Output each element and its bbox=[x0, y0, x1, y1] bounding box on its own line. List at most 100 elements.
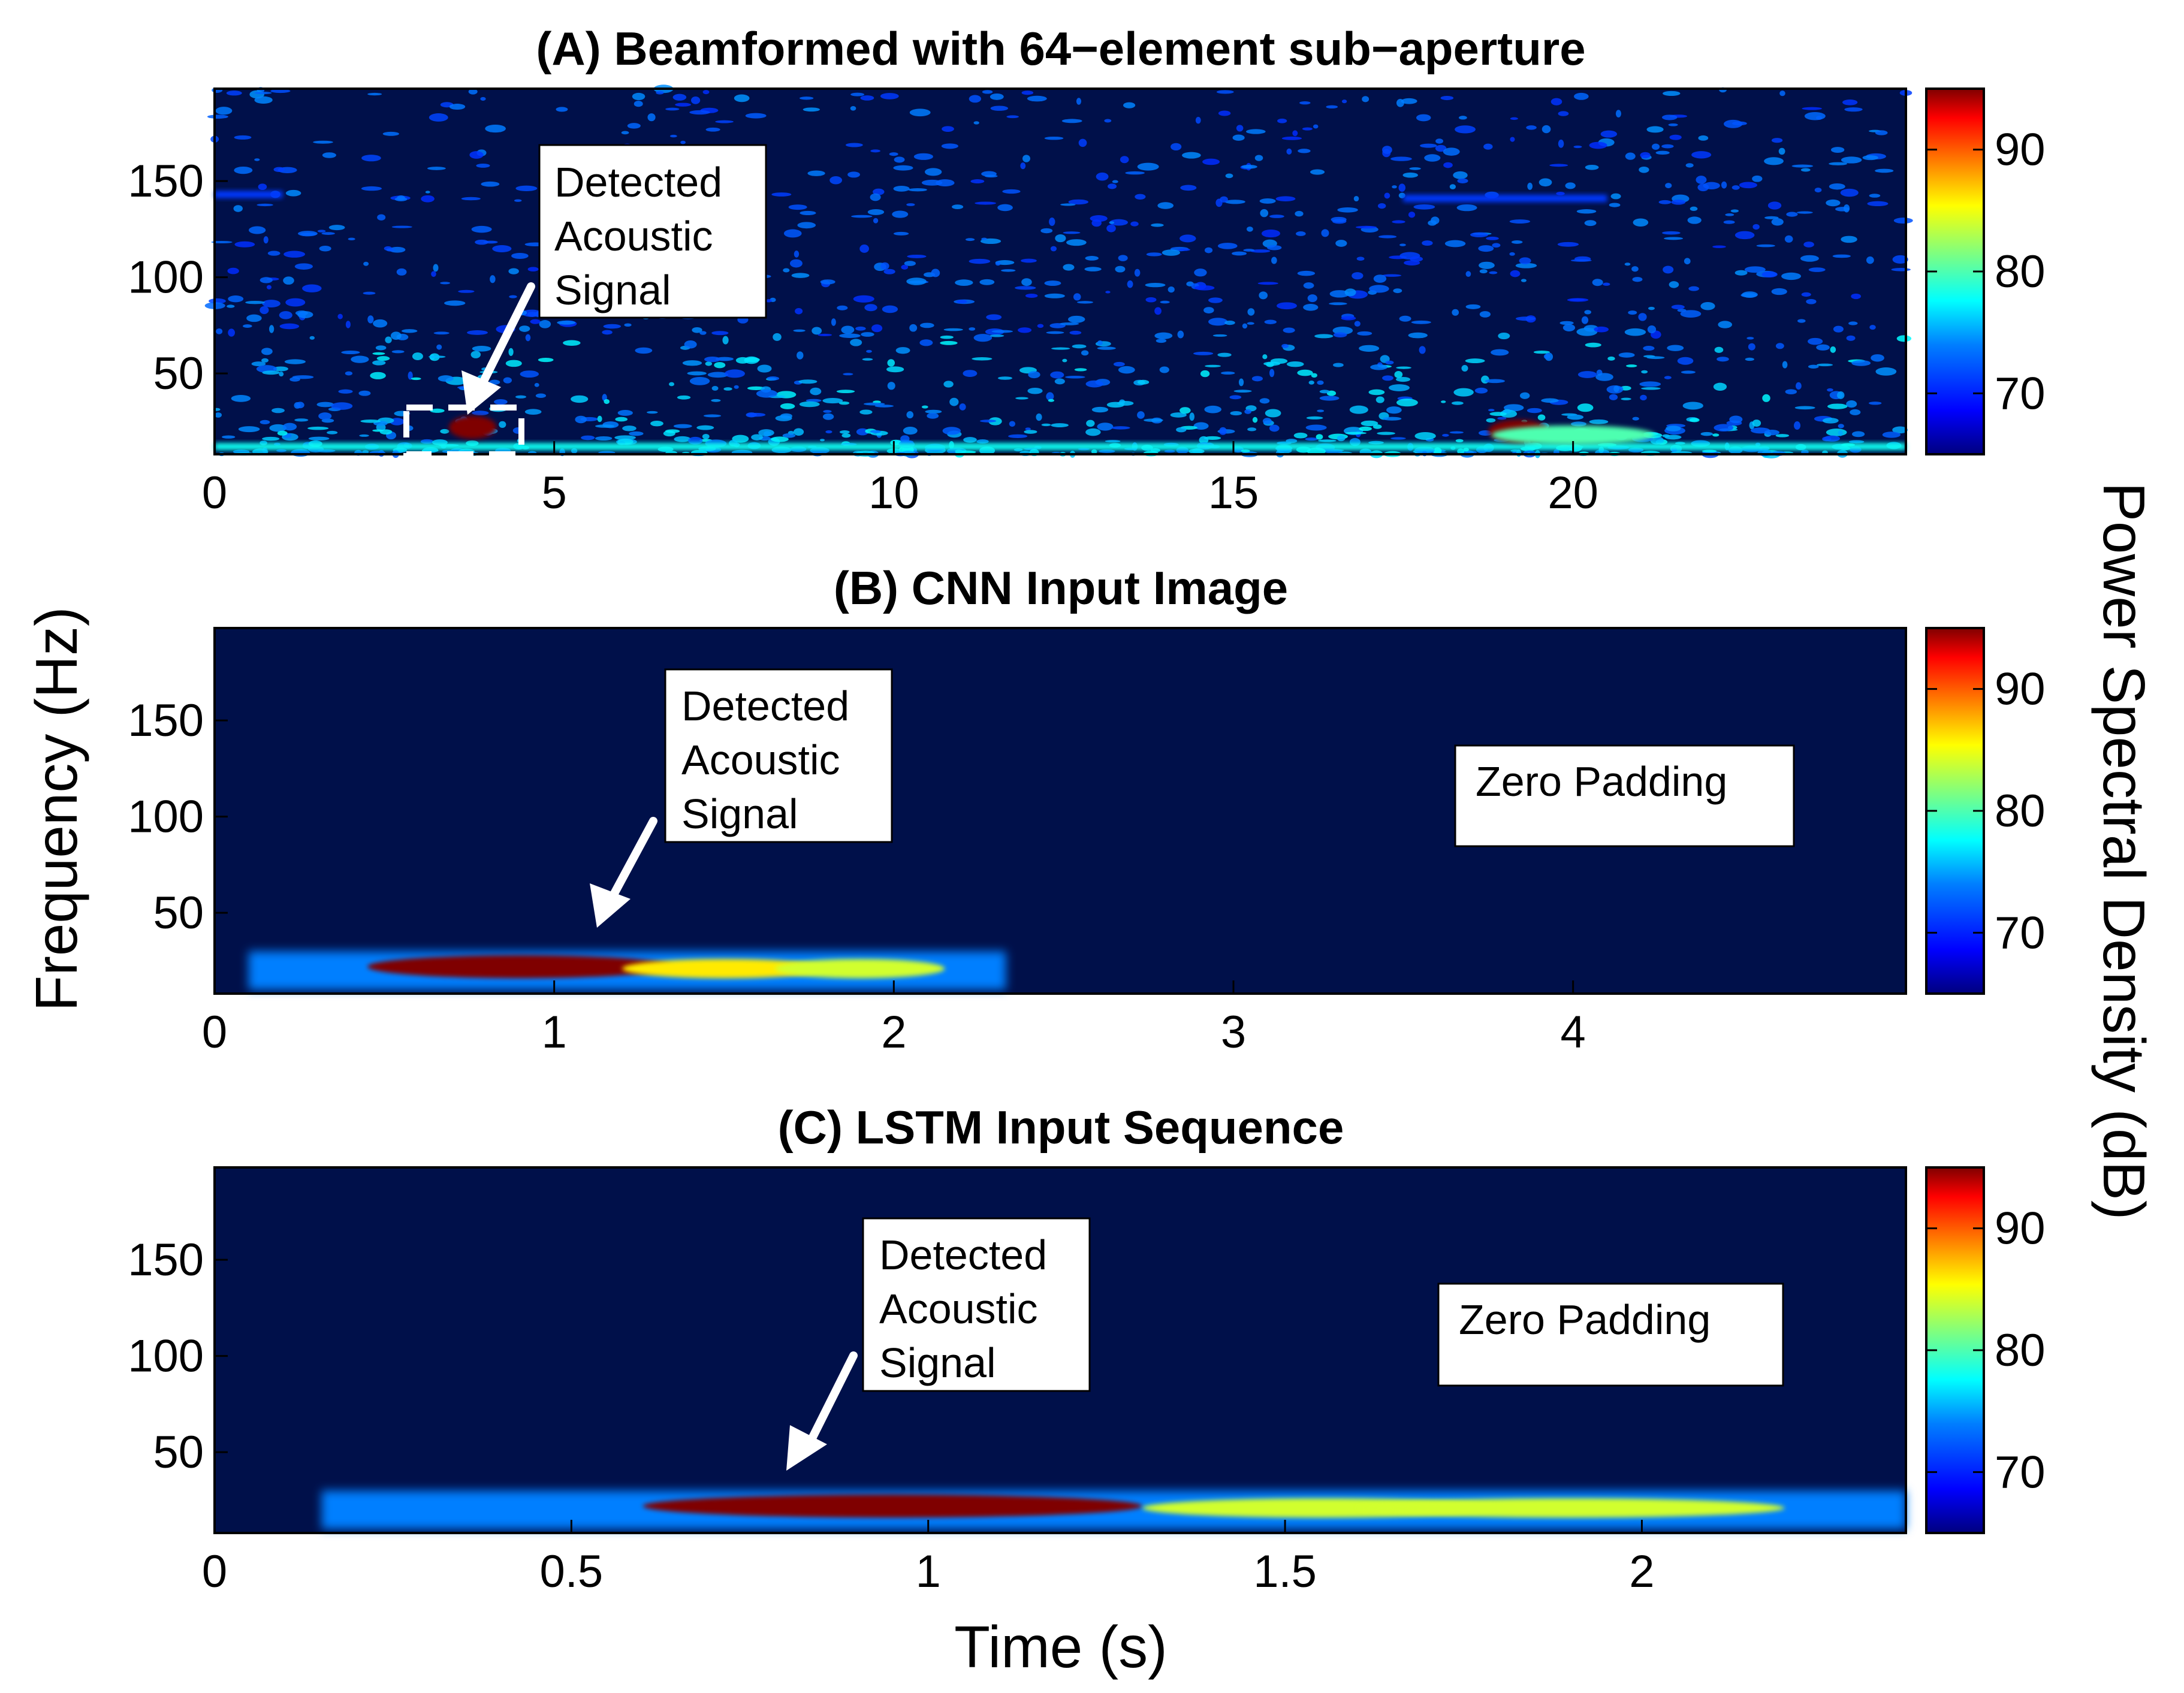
noise-speck bbox=[1465, 358, 1485, 364]
noise-speck bbox=[1218, 110, 1231, 116]
noise-speck bbox=[1076, 98, 1082, 105]
noise-speck bbox=[903, 427, 918, 435]
noise-speck bbox=[1550, 98, 1562, 105]
noise-speck bbox=[1841, 236, 1857, 243]
noise-speck bbox=[1383, 417, 1402, 421]
noise-speck bbox=[1664, 237, 1684, 240]
panel-c-y-ticks: 50 100 150 bbox=[128, 1235, 228, 1478]
noise-speck bbox=[1474, 387, 1488, 394]
noise-speck bbox=[1219, 427, 1227, 433]
annotation-line-2: Acoustic bbox=[681, 737, 840, 783]
noise-speck bbox=[254, 158, 260, 161]
noise-speck bbox=[1565, 182, 1576, 189]
noise-speck bbox=[297, 311, 313, 318]
noise-speck bbox=[799, 401, 820, 408]
noise-speck bbox=[907, 254, 927, 258]
noise-speck bbox=[1592, 279, 1603, 286]
noise-speck bbox=[1224, 320, 1235, 325]
noise-speck bbox=[1344, 288, 1356, 297]
noise-speck bbox=[1661, 114, 1678, 120]
noise-speck bbox=[1050, 246, 1057, 252]
noise-speck bbox=[1189, 412, 1195, 421]
noise-speck bbox=[475, 239, 488, 245]
noise-speck bbox=[1066, 239, 1087, 246]
noise-speck bbox=[1665, 183, 1672, 189]
noise-speck bbox=[1021, 258, 1037, 263]
noise-speck bbox=[1408, 212, 1416, 218]
noise-speck bbox=[837, 305, 848, 310]
noise-speck bbox=[889, 152, 898, 156]
noise-speck bbox=[1511, 240, 1523, 244]
noise-speck bbox=[1352, 272, 1364, 280]
noise-speck bbox=[1156, 339, 1167, 343]
noise-speck bbox=[433, 264, 439, 272]
noise-speck bbox=[1271, 256, 1277, 264]
noise-speck bbox=[1875, 130, 1888, 135]
noise-speck bbox=[509, 295, 517, 298]
noise-speck bbox=[795, 307, 803, 315]
noise-speck bbox=[1804, 111, 1826, 120]
noise-speck bbox=[973, 334, 993, 342]
panel-c-frame bbox=[213, 1166, 1907, 1534]
noise-speck bbox=[408, 371, 413, 380]
noise-speck bbox=[1840, 188, 1859, 197]
noise-speck bbox=[1373, 274, 1387, 283]
noise-speck bbox=[1401, 98, 1417, 104]
noise-speck bbox=[372, 352, 385, 355]
noise-speck bbox=[1388, 384, 1410, 391]
noise-speck bbox=[1361, 420, 1378, 427]
noise-speck bbox=[696, 425, 714, 430]
noise-speck bbox=[1589, 141, 1607, 149]
noise-speck bbox=[1154, 307, 1162, 315]
noise-speck bbox=[941, 143, 958, 149]
noise-speck bbox=[862, 358, 873, 361]
x-tick-label: 20 bbox=[1547, 467, 1598, 518]
noise-speck bbox=[1182, 152, 1201, 159]
noise-speck bbox=[298, 231, 318, 237]
noise-speck bbox=[1015, 397, 1028, 400]
noise-speck bbox=[557, 320, 576, 325]
noise-speck bbox=[1691, 151, 1712, 159]
noise-speck bbox=[1359, 345, 1380, 352]
noise-speck bbox=[471, 225, 492, 233]
noise-speck bbox=[420, 439, 434, 444]
noise-speck bbox=[373, 319, 388, 328]
annotation-box bbox=[1454, 744, 1795, 847]
noise-speck bbox=[806, 399, 822, 402]
colorbar-tick-label: 80 bbox=[1995, 1325, 2046, 1376]
noise-speck bbox=[1600, 130, 1618, 138]
noise-speck bbox=[575, 415, 587, 424]
noise-speck bbox=[377, 214, 386, 221]
noise-speck bbox=[1261, 230, 1281, 238]
noise-speck bbox=[508, 268, 519, 274]
noise-speck bbox=[1145, 283, 1166, 288]
noise-speck bbox=[984, 174, 998, 178]
noise-speck bbox=[1681, 370, 1696, 374]
noise-speck bbox=[969, 95, 982, 103]
noise-speck bbox=[1416, 114, 1431, 122]
noise-speck bbox=[1135, 194, 1146, 200]
noise-speck bbox=[970, 179, 985, 184]
noise-speck bbox=[1217, 243, 1238, 249]
noise-speck bbox=[307, 426, 329, 430]
noise-speck bbox=[1851, 360, 1871, 366]
noise-speck bbox=[807, 170, 825, 176]
noise-speck bbox=[1251, 376, 1263, 382]
noise-speck bbox=[1118, 366, 1135, 374]
panel-c-annotation-zero-padding: Zero Padding bbox=[1437, 1282, 1784, 1387]
noise-speck bbox=[925, 409, 942, 414]
noise-speck bbox=[1771, 218, 1784, 226]
noise-speck bbox=[1767, 201, 1782, 210]
panel-b: (B) CNN Input Image 0 1 2 3 4 50 100 150 Detec… bbox=[128, 562, 2045, 1058]
panel-c-x-ticks: 0 0.5 1 1.5 2 bbox=[202, 1520, 1655, 1597]
y-tick-label: 100 bbox=[128, 1331, 204, 1382]
noise-speck bbox=[1269, 424, 1280, 432]
noise-speck bbox=[331, 402, 353, 410]
noise-speck bbox=[1585, 342, 1601, 348]
noise-speck bbox=[699, 331, 707, 335]
x-tick-label: 2 bbox=[1629, 1546, 1654, 1597]
noise-speck bbox=[1628, 310, 1637, 315]
noise-speck bbox=[515, 395, 527, 399]
panel-a: (A) Beamformed with 64−element sub−apert… bbox=[128, 22, 2045, 518]
noise-speck bbox=[1802, 107, 1822, 110]
